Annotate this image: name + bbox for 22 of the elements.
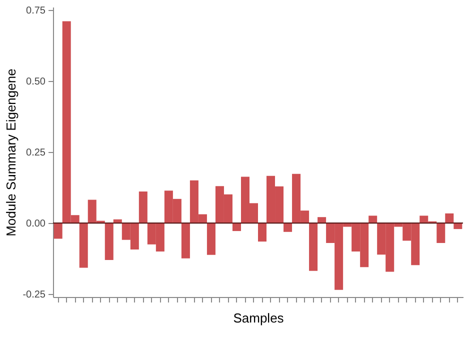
bar (309, 223, 318, 271)
bar (104, 223, 114, 260)
bar (445, 213, 454, 224)
y-axis-title: Module Summary Eigengene (4, 68, 19, 236)
y-tick-label: 0.75 (26, 5, 46, 16)
y-tick-label: -0.25 (22, 290, 46, 301)
bar (138, 192, 148, 224)
x-axis-title: Samples (233, 310, 284, 326)
y-tick-label: 0.25 (26, 148, 46, 158)
bar (368, 216, 378, 224)
bar (206, 223, 216, 255)
bar (284, 223, 292, 232)
y-tick-label: 0.50 (26, 76, 46, 88)
y-tick-label: 0.00 (26, 218, 46, 230)
bar (258, 223, 267, 242)
bar (232, 223, 241, 232)
bar (79, 223, 88, 268)
bar (54, 223, 62, 239)
bar (454, 223, 462, 230)
bar (436, 223, 446, 243)
bar (181, 223, 190, 258)
bar (318, 217, 326, 224)
